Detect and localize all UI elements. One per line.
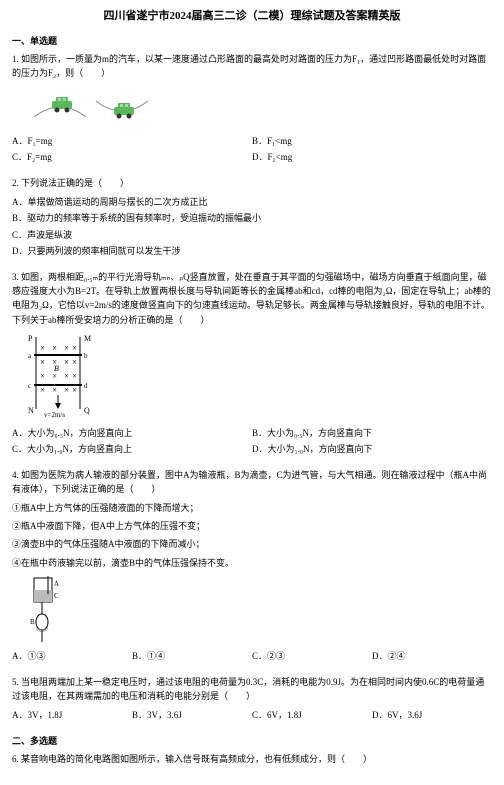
svg-text:a: a: [28, 352, 32, 360]
svg-text:v=2m/s: v=2m/s: [44, 411, 65, 419]
svg-text:P: P: [28, 334, 33, 343]
section-1-header: 一、单选题: [12, 34, 492, 48]
q4-opt-c: C．②③: [252, 648, 372, 664]
svg-text:b: b: [84, 352, 88, 360]
q5-opt-a: A．3V，1.8J: [12, 707, 132, 723]
q3-opt-a: A．大小为₀.₅N，方向竖直向上: [12, 425, 252, 441]
car-diagram: [32, 87, 152, 127]
svg-text:×: ×: [40, 357, 45, 367]
svg-text:×: ×: [40, 371, 45, 381]
question-4: 4. 如图为医院为病人输液的部分装置，图中A为输液瓶，B为滴壶，C为进气管，与大…: [12, 468, 492, 665]
svg-text:M: M: [84, 334, 91, 343]
question-1: 1. 如图所示，一质量为m的汽车，以某一速度通过凸形路面的最高处时对路面的压力为…: [12, 52, 492, 166]
q5-opt-c: C．6V，1.8J: [252, 707, 372, 723]
q2-opt-d: D．只要两列波的频率相同就可以发生干涉: [12, 243, 492, 259]
svg-text:N: N: [28, 406, 34, 415]
q4-opt-d: D．②④: [372, 648, 492, 664]
question-2: 2. 下列说法正确的是（ ） A．单摆做简谐运动的周期与摆长的二次方成正比 B．…: [12, 176, 492, 260]
q4-text: 4. 如图为医院为病人输液的部分装置，图中A为输液瓶，B为滴壶，C为进气管，与大…: [12, 468, 492, 497]
svg-text:B: B: [54, 364, 59, 373]
svg-text:×: ×: [72, 343, 77, 353]
svg-text:×: ×: [72, 357, 77, 367]
q3-opt-d: D．大小为₁.₀N，方向竖直向下: [252, 441, 492, 457]
q1-text: 1. 如图所示，一质量为m的汽车，以某一速度通过凸形路面的最高处时对路面的压力为…: [12, 52, 492, 81]
iv-bottle-diagram: A C B: [24, 574, 64, 644]
svg-text:Q: Q: [84, 406, 90, 415]
q6-text: 6. 某音响电路的简化电路图如图所示，输入信号既有高频成分，也有低频成分，则（ …: [12, 752, 492, 766]
q4-stmt3: ③滴壶B中的气体压强随A中液面的下降而减小；: [12, 537, 492, 551]
q1-opt-d: D．F₂<mg: [252, 149, 492, 165]
q2-opt-c: C．声波是纵波: [12, 227, 492, 243]
svg-text:×: ×: [64, 343, 69, 353]
svg-text:×: ×: [40, 343, 45, 353]
question-6: 6. 某音响电路的简化电路图如图所示，输入信号既有高频成分，也有低频成分，则（ …: [12, 752, 492, 766]
q2-opt-b: B．驱动力的频率等于系统的固有频率时，受迫振动的振幅最小: [12, 210, 492, 226]
q1-opt-b: B．F₁<mg: [252, 133, 492, 149]
q3-opt-b: B．大小为₀.₅N，方向竖直向下: [252, 425, 492, 441]
svg-text:c: c: [28, 382, 31, 390]
q1-opt-a: A．F₁=mg: [12, 133, 252, 149]
q4-stmt1: ①瓶A中上方气体的压强随液面的下降而增大；: [12, 501, 492, 515]
page-title: 四川省遂宁市2024届高三二诊（二模）理综试题及答案精英版: [12, 8, 492, 26]
q3-opt-c: C．大小为₁.₀N，方向竖直向上: [12, 441, 252, 457]
q4-opt-a: A．①③: [12, 648, 132, 664]
svg-text:×: ×: [72, 385, 77, 395]
svg-text:d: d: [84, 382, 88, 390]
svg-text:×: ×: [52, 385, 57, 395]
q4-stmt2: ②瓶A中液面下降，但A中上方气体的压强不变；: [12, 519, 492, 533]
q2-text: 2. 下列说法正确的是（ ）: [12, 176, 492, 190]
question-5: 5. 当电阻两端加上某一稳定电压时，通过该电阻的电荷量为0.3C，消耗的电能为0…: [12, 675, 492, 724]
q3-text: 3. 如图，两根相距₀.₅ₘ的平行光滑导轨ₘₙ、ₚQ竖直放置，处在垂直于其平面的…: [12, 270, 492, 328]
svg-text:×: ×: [52, 343, 57, 353]
q1-opt-c: C．F₂=mg: [12, 149, 252, 165]
q4-stmt4: ④在瓶中药液输完以前，滴壶B中的气体压强保持不变。: [12, 556, 492, 570]
svg-text:×: ×: [64, 371, 69, 381]
svg-text:×: ×: [40, 385, 45, 395]
magnetic-field-diagram: P M ×××× ×××× ×××× ×××× a b c d B v=2m/s…: [24, 331, 104, 421]
section-2-header: 二、多选题: [12, 734, 492, 748]
question-3: 3. 如图，两根相距₀.₅ₘ的平行光滑导轨ₘₙ、ₚQ竖直放置，处在垂直于其平面的…: [12, 270, 492, 458]
svg-text:×: ×: [72, 371, 77, 381]
svg-text:A: A: [54, 580, 59, 588]
q5-opt-b: B．3V，3.6J: [132, 707, 252, 723]
q2-opt-a: A．单摆做简谐运动的周期与摆长的二次方成正比: [12, 194, 492, 210]
svg-text:C: C: [54, 592, 59, 600]
q5-opt-d: D．6V，3.6J: [372, 707, 492, 723]
svg-text:×: ×: [64, 357, 69, 367]
svg-text:B: B: [30, 618, 35, 626]
q5-text: 5. 当电阻两端加上某一稳定电压时，通过该电阻的电荷量为0.3C，消耗的电能为0…: [12, 675, 492, 704]
svg-text:×: ×: [64, 385, 69, 395]
q4-opt-b: B．①④: [132, 648, 252, 664]
